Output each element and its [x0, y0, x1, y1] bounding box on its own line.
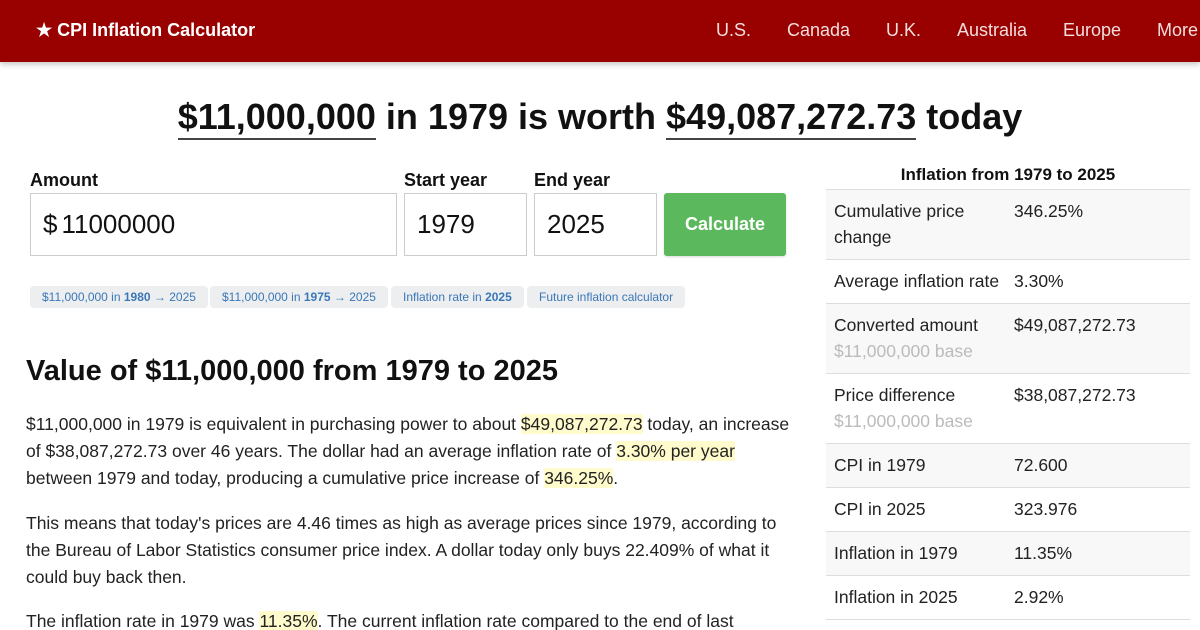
start-year-field[interactable]	[404, 193, 527, 256]
start-year-label: Start year	[404, 170, 488, 190]
row-value: 346.25%	[1014, 201, 1084, 221]
dollar-sign: $	[43, 209, 58, 239]
star-icon: ★	[36, 20, 53, 40]
table-row: Inflation in 2025 2.92%	[826, 576, 1190, 620]
end-year-label: End year	[534, 170, 611, 190]
row-value: $49,087,272.73	[1014, 315, 1136, 335]
headline-end: today	[926, 96, 1023, 137]
row-value: 3.30%	[1014, 271, 1064, 291]
nav-link-more[interactable]: More	[1157, 20, 1199, 40]
chip-text: → 2025	[330, 290, 376, 304]
table-row: Price difference $11,000,000 base $38,087,…	[826, 374, 1190, 444]
amount-label: Amount	[30, 170, 98, 190]
text: . The current inflation rate compared to…	[317, 611, 734, 630]
row-label: CPI in 1979	[834, 455, 926, 475]
chip-bold: 1980	[123, 290, 151, 304]
chip-inflation-rate-2025[interactable]: Inflation rate in 2025	[391, 286, 524, 308]
text: today, an increase of $38,087,272.73 ove…	[26, 414, 790, 461]
chip-text: Future inflation calculator	[539, 290, 674, 304]
chip-future-inflation[interactable]: Future inflation calculator	[527, 286, 686, 308]
table-row: Average inflation rate 3.30%	[826, 260, 1190, 304]
chip-1975[interactable]: $11,000,000 in 1975 → 2025	[210, 286, 388, 308]
highlight-cumulative: 346.25%	[544, 468, 614, 488]
calculate-button[interactable]: Calculate	[664, 193, 786, 256]
table-row: CPI in 1979 72.600	[826, 444, 1190, 488]
chip-text: → 2025	[150, 290, 196, 304]
chip-text: Inflation rate in	[403, 290, 486, 304]
nav-link-australia[interactable]: Australia	[957, 20, 1028, 40]
paragraph-cpi-explanation: This means that today's prices are 4.46 …	[26, 513, 777, 587]
chip-1980[interactable]: $11,000,000 in 1980 → 2025	[30, 286, 208, 308]
row-label: Cumulative price change	[834, 201, 965, 247]
label-text: Converted amount	[834, 315, 978, 335]
nav-link-uk[interactable]: U.K.	[886, 20, 922, 40]
row-label: Converted amount $11,000,000 base	[834, 312, 1014, 364]
chip-bold: 1975	[303, 290, 331, 304]
row-label: CPI in 2025	[834, 499, 926, 519]
stats-table-title: Inflation from 1979 to 2025	[900, 165, 1116, 184]
paragraph-summary: $11,000,000 in 1979 is equivalent in pur…	[26, 411, 796, 492]
row-value: 72.600	[1014, 455, 1068, 475]
row-value: 2.92%	[1014, 587, 1064, 607]
amount-field[interactable]: $	[30, 193, 397, 256]
chip-text: $11,000,000 in	[222, 290, 304, 304]
end-year-field[interactable]	[534, 193, 657, 256]
nav-link-us[interactable]: U.S.	[716, 20, 752, 40]
row-value: $38,087,272.73	[1014, 385, 1136, 405]
text: between 1979 and today, producing a cumu…	[26, 468, 545, 488]
headline-result: $49,087,272.73	[666, 96, 917, 140]
chip-bold: 2025	[485, 290, 512, 304]
row-sublabel: $11,000,000 base	[834, 411, 973, 431]
row-label: Inflation in 2025	[834, 587, 958, 607]
paragraph-inflation-rate: The inflation rate in 1979 was 11.35%. T…	[26, 608, 796, 630]
brand-label: CPI Inflation Calculator	[57, 20, 256, 40]
top-navigation-bar: ★ CPI Inflation Calculator U.S. Canada U…	[0, 0, 1200, 62]
table-row: Converted amount $11,000,000 base $49,087,…	[826, 304, 1190, 374]
text: The inflation rate in 1979 was	[26, 611, 260, 630]
row-label: Average inflation rate	[834, 271, 1000, 291]
table-row: Inflation in 1979 11.35%	[826, 532, 1190, 576]
text: $11,000,000 in 1979 is equivalent in pur…	[26, 414, 521, 434]
section-title: Value of $11,000,000 from 1979 to 2025	[26, 355, 558, 387]
nav-link-europe[interactable]: Europe	[1063, 20, 1122, 40]
start-year-input[interactable]	[417, 194, 510, 255]
nav-link-canada[interactable]: Canada	[787, 20, 851, 40]
highlight-converted: $49,087,272.73	[520, 414, 643, 434]
end-year-input[interactable]	[547, 194, 640, 255]
page-title: $11,000,000 in 1979 is worth $49,087,272…	[0, 96, 1200, 140]
highlight-1979-rate: 11.35%	[259, 611, 318, 630]
headline-mid: in 1979 is worth	[385, 96, 657, 137]
stats-table: Cumulative price change 346.25% Average i…	[826, 189, 1190, 620]
highlight-average-rate: 3.30% per year	[616, 441, 735, 461]
row-value: 323.976	[1014, 499, 1078, 519]
row-value: 11.35%	[1014, 543, 1073, 563]
country-nav: U.S. Canada U.K. Australia Europe More	[0, 20, 1200, 42]
label-text: Price difference	[834, 385, 956, 405]
text: .	[613, 468, 619, 488]
row-label: Price difference $11,000,000 base	[834, 382, 1014, 434]
brand-link[interactable]: ★ CPI Inflation Calculator	[36, 20, 255, 41]
row-sublabel: $11,000,000 base	[834, 341, 973, 361]
table-row: CPI in 2025 323.976	[826, 488, 1190, 532]
amount-input[interactable]	[61, 194, 362, 255]
row-label: Inflation in 1979	[834, 543, 958, 563]
headline-amount: $11,000,000	[177, 96, 376, 140]
table-row: Cumulative price change 346.25%	[826, 190, 1190, 260]
chip-text: $11,000,000 in	[42, 290, 124, 304]
